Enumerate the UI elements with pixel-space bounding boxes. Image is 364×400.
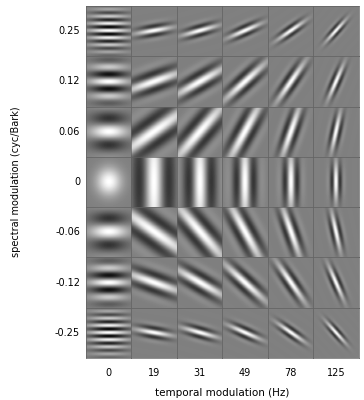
Text: 19: 19 [148, 368, 160, 378]
Text: 0.12: 0.12 [59, 76, 80, 86]
Text: 0: 0 [105, 368, 111, 378]
Text: spectral modulation (cyc/Bark): spectral modulation (cyc/Bark) [11, 107, 21, 257]
Text: -0.06: -0.06 [55, 227, 80, 237]
Text: 0.06: 0.06 [59, 127, 80, 137]
Text: 0.25: 0.25 [59, 26, 80, 36]
Text: 49: 49 [239, 368, 251, 378]
Text: -0.25: -0.25 [55, 328, 80, 338]
Text: 125: 125 [327, 368, 345, 378]
Text: 31: 31 [193, 368, 205, 378]
Text: 78: 78 [284, 368, 296, 378]
Text: temporal modulation (Hz): temporal modulation (Hz) [155, 388, 289, 398]
Text: 0: 0 [74, 177, 80, 187]
Text: -0.12: -0.12 [55, 278, 80, 288]
